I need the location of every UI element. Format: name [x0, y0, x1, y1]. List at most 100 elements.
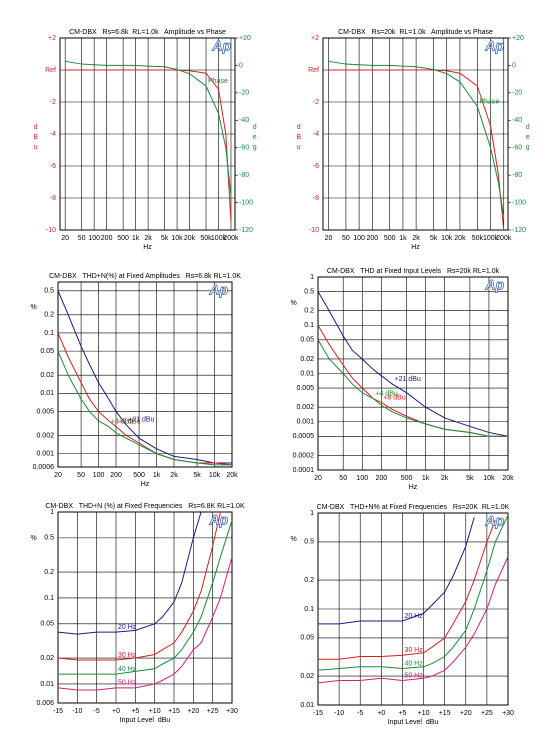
y2-tick-label: -100 [239, 199, 253, 206]
x-tick-label: +20 [460, 710, 472, 717]
series-label: +21 dBu [128, 417, 154, 424]
chart-title: CM-DBX THD+N(%) at Fixed Amplitudes Rs=6… [49, 273, 241, 280]
x-tick-label: 1k [132, 235, 140, 242]
y-tick-label: 0.02 [40, 655, 54, 662]
y-axis-label: % [290, 536, 297, 546]
y-tick-label: 0.2 [304, 577, 314, 584]
y-axis-label: % [30, 304, 37, 314]
y-tick-label: 0.002 [36, 432, 54, 439]
x-tick-label: -10 [72, 708, 82, 715]
y-tick-label: -6 [313, 163, 319, 170]
logo: Ap [208, 282, 228, 298]
y2-tick-label: -40 [239, 117, 249, 124]
y-tick-label: 0.5 [304, 539, 314, 546]
x-tick-label: -10 [334, 710, 344, 717]
x-tick-label: 100k [211, 235, 227, 242]
x-tick-label: 50 [78, 235, 86, 242]
series-line [317, 291, 509, 437]
series-line [65, 60, 232, 196]
y-tick-label: -10 [46, 227, 56, 234]
x-axis-label: Input Level dBu [120, 717, 171, 724]
logo: Ap [484, 277, 504, 293]
x-tick-label: 10k [441, 235, 453, 242]
series-line [57, 511, 202, 635]
x-tick-label: 5k [466, 475, 474, 482]
x-tick-label: 5k [430, 235, 438, 242]
x-tick-label: 500 [133, 472, 145, 479]
y2-axis-label: deg [524, 124, 531, 154]
y-tick-label: 0.01 [40, 390, 54, 397]
y-tick-label: 0.006 [36, 700, 54, 707]
x-tick-label: +20 [187, 708, 199, 715]
x-tick-label: 200 [110, 472, 122, 479]
logo: Ap [484, 513, 504, 529]
plot-area [58, 282, 232, 467]
x-tick-label: 20k [502, 475, 514, 482]
x-tick-label: +10 [149, 708, 161, 715]
series-label: 40 Hz [404, 660, 423, 667]
y-tick-label: 0.005 [296, 385, 314, 392]
x-tick-label: 20 [314, 475, 322, 482]
y-tick-label: -2 [313, 99, 319, 106]
series-label: +8 dBu [118, 418, 140, 425]
series-line [57, 290, 232, 464]
series-line [317, 339, 508, 437]
series-label: 30 Hz [118, 652, 137, 659]
x-tick-label: 1k [422, 475, 430, 482]
x-tick-label: 50k [472, 235, 484, 242]
series-label: +4 dBu [111, 418, 133, 425]
y-axis-label: dBu [32, 124, 39, 154]
x-tick-label: +10 [418, 710, 430, 717]
y-tick-label: 0.1 [44, 330, 54, 337]
x-tick-label: 1k [399, 235, 407, 242]
x-tick-label: +5 [131, 708, 139, 715]
y-tick-label: 1 [310, 510, 314, 517]
chart-title: CM-DBX Rs=6.8k RL=1.0k Amplitude vs Phas… [69, 29, 226, 36]
x-tick-label: 100k [483, 235, 499, 242]
y-tick-label: -8 [50, 195, 56, 202]
x-tick-label: 10k [209, 472, 221, 479]
logo: Ap [484, 38, 504, 54]
y-tick-label: -4 [50, 131, 56, 138]
x-tick-label: 500 [117, 235, 129, 242]
x-tick-label: 100 [88, 235, 100, 242]
y2-tick-label: -60 [512, 145, 522, 152]
series-label: Phase [208, 78, 228, 85]
x-tick-label: 200k [496, 235, 512, 242]
series-label: 40 Hz [118, 666, 137, 673]
y-axis-label: % [30, 535, 37, 545]
series-label: 30 Hz [404, 647, 423, 654]
y-tick-label: -2 [50, 99, 56, 106]
y-tick-label: +2 [311, 35, 319, 42]
x-tick-label: 200 [375, 475, 387, 482]
y2-tick-label: +20 [512, 35, 524, 42]
y-tick-label: -10 [309, 227, 319, 234]
x-tick-label: 5k [193, 472, 201, 479]
y2-axis-label: deg [251, 124, 258, 154]
series-line [318, 519, 496, 660]
y-tick-label: 0.5 [304, 288, 314, 295]
x-tick-label: -15 [53, 708, 63, 715]
x-tick-label: +25 [481, 710, 493, 717]
series-line [65, 69, 232, 223]
x-tick-label: 200 [366, 235, 378, 242]
plot-frame [317, 276, 509, 471]
y-axis-label: % [290, 300, 297, 310]
series-label: +21 dBu [394, 376, 420, 383]
x-tick-label: 200 [101, 235, 113, 242]
x-tick-label: +15 [168, 708, 180, 715]
y-tick-label: 0.2 [44, 569, 54, 576]
x-axis-label: Hz [141, 481, 150, 488]
x-tick-label: 20 [61, 235, 69, 242]
x-tick-label: 500 [401, 475, 413, 482]
y-tick-label: 0.5 [44, 535, 54, 542]
y-tick-label: 0.02 [300, 356, 314, 363]
y-tick-label: 0.05 [300, 635, 314, 642]
chart-title: CM-DBX THD+N% at Fixed Frequencies Rs=20… [317, 504, 510, 511]
x-tick-label: -15 [313, 710, 323, 717]
y-tick-label: 0.05 [40, 621, 54, 628]
x-tick-label: 20k [184, 235, 196, 242]
y-tick-label: 0.2 [304, 308, 314, 315]
series-label: Phase [479, 98, 499, 105]
